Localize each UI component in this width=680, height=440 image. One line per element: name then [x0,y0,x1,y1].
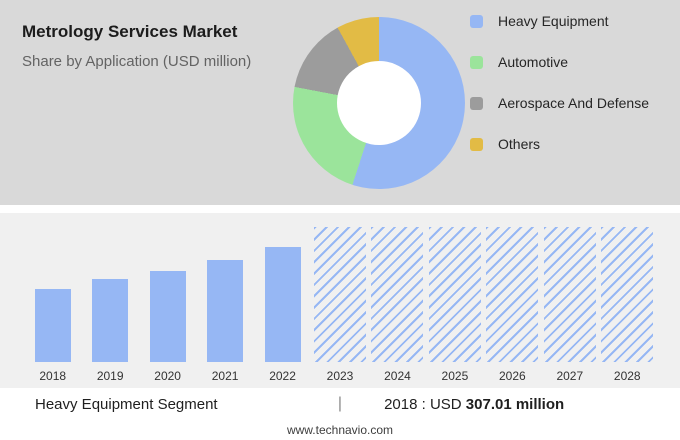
bar-column: 2027 [541,227,598,388]
value-bar [34,289,71,362]
value-bar [92,279,129,362]
bar-chart-panel: 2018 2019 2020 2021 2022 2023 2024 2025 2026 2027… [0,213,680,388]
value-bar [207,260,244,362]
bar-column: 2018 [24,227,81,388]
forecast-bar [486,227,539,362]
value-bar [264,247,301,362]
forecast-bar [428,227,481,362]
donut-hole [337,61,421,145]
x-axis-label: 2028 [613,369,641,383]
bar-column: 2028 [599,227,656,388]
x-axis-label: 2027 [556,369,584,383]
footer: Heavy Equipment Segment | 2018 : USD 307… [0,388,680,440]
summary-panel: Metrology Services Market Share by Appli… [0,0,680,205]
bar-column: 2021 [196,227,253,388]
bar-column: 2024 [369,227,426,388]
forecast-bar [543,227,596,362]
website-text: www.technavio.com [286,423,394,437]
bar-column: 2019 [81,227,138,388]
segment-value-prefix: 2018 : USD [384,395,462,413]
segment-label: Heavy Equipment Segment [35,395,218,413]
page-title: Metrology Services Market [22,22,238,41]
x-axis-label: 2018 [39,369,67,383]
title-block: Metrology Services Market Share by Appli… [22,22,251,70]
x-axis-label: 2025 [441,369,469,383]
forecast-bar [601,227,654,362]
legend-item: Others [470,135,649,153]
bar-column: 2020 [139,227,196,388]
legend-swatch [470,96,483,110]
legend-item: Heavy Equipment [470,12,649,30]
bar-chart: 2018 2019 2020 2021 2022 2023 2024 2025 2026 2027… [24,213,656,388]
footer-row: Heavy Equipment Segment | 2018 : USD 307… [0,388,680,413]
x-axis-label: 2024 [384,369,411,383]
forecast-bar [313,227,366,362]
legend-label: Heavy Equipment [498,13,609,29]
bar-column: 2026 [484,227,541,388]
legend-label: Automotive [498,54,569,70]
legend-swatch [470,137,483,151]
legend-label: Aerospace And Defense [498,95,649,111]
x-axis-label: 2021 [211,369,239,383]
value-bar [149,271,186,362]
bar-column: 2025 [426,227,483,388]
footer-separator: | [337,395,343,412]
x-axis-label: 2026 [499,369,526,383]
legend-swatch [470,55,483,69]
x-axis-label: 2020 [154,369,181,383]
x-axis-label: 2019 [96,369,124,383]
bar-column: 2023 [311,227,368,388]
segment-value: 2018 : USD 307.01 million [342,396,680,413]
bar-column: 2022 [254,227,311,388]
legend-label: Others [498,136,541,152]
legend-item: Automotive [470,53,649,71]
forecast-bar [371,227,424,362]
page-subtitle: Share by Application (USD million) [22,53,252,70]
legend: Heavy Equipment Automotive Aerospace And… [470,12,649,176]
legend-item: Aerospace And Defense [470,94,649,112]
x-axis-label: 2022 [269,369,296,383]
legend-swatch [470,14,483,28]
segment-value-bold: 307.01 million [465,395,565,413]
x-axis-label: 2023 [326,369,354,383]
donut-chart [293,17,465,189]
